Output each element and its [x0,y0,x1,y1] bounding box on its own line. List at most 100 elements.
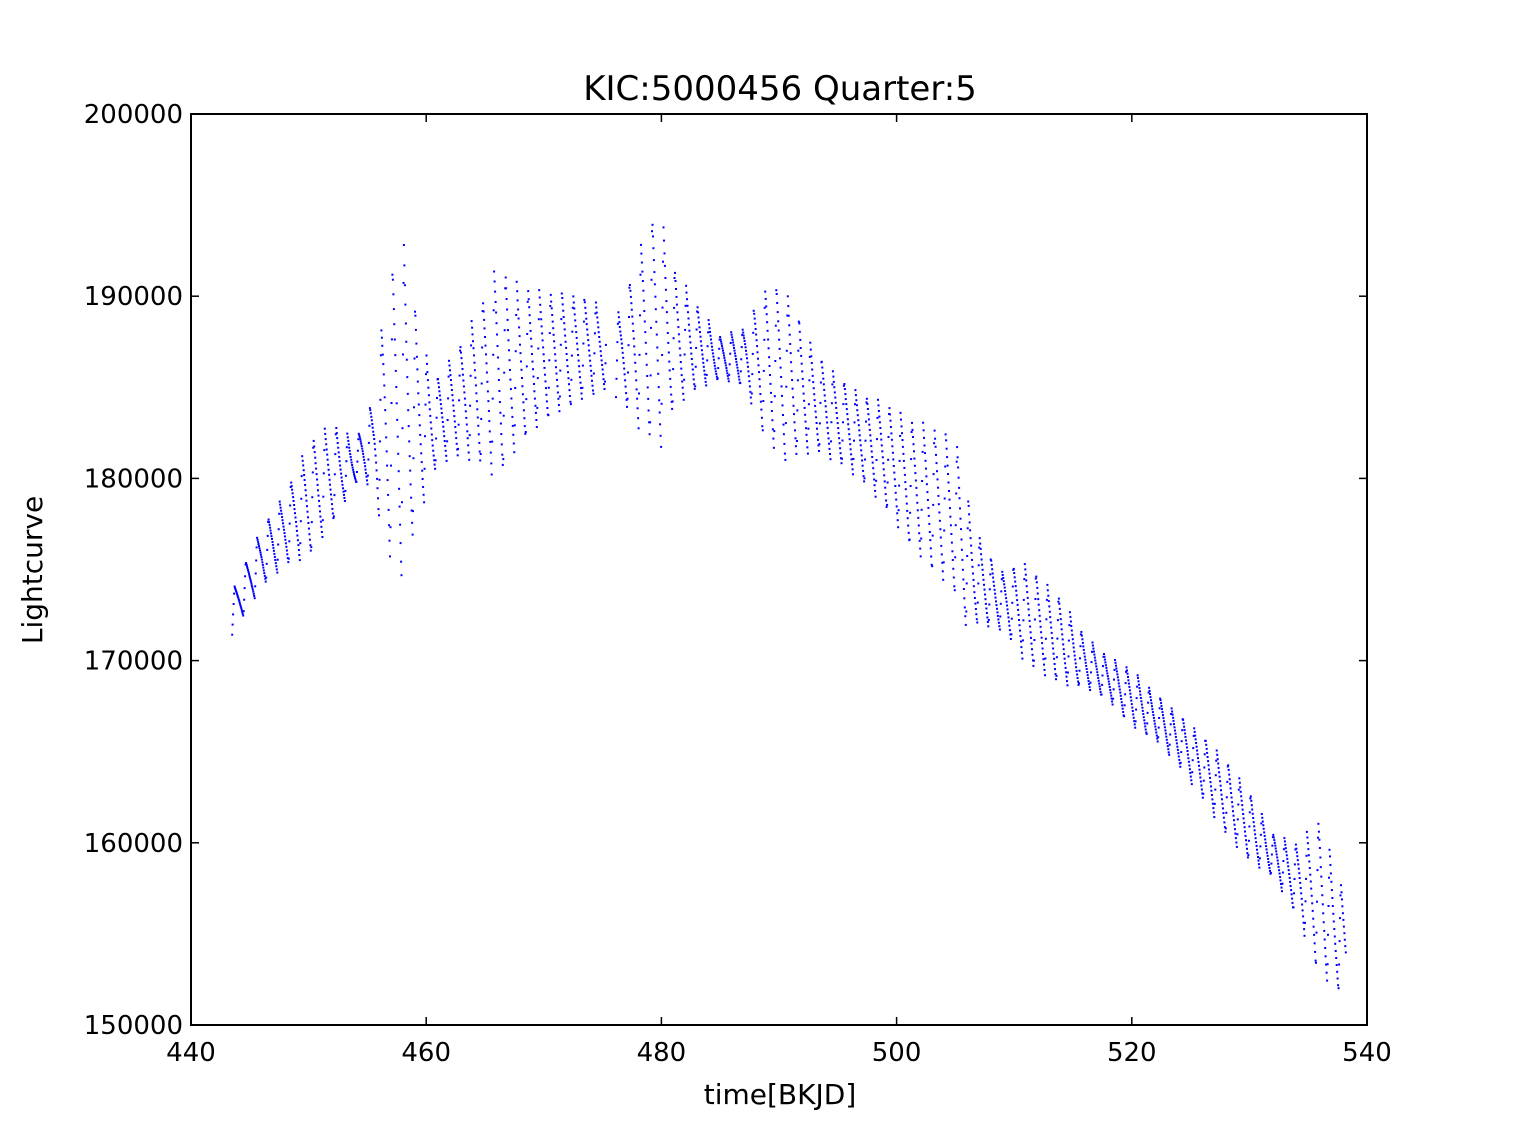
data-point [692,378,695,381]
data-point [1149,696,1152,699]
data-point [356,449,359,452]
data-point [441,421,444,423]
data-point [551,320,554,323]
data-point [270,532,272,535]
data-point [1262,824,1265,827]
data-point [371,423,374,425]
data-point [1243,826,1246,829]
data-point [713,361,716,364]
data-point [863,477,866,480]
data-point [1075,669,1078,672]
data-point [1314,950,1317,953]
data-point [841,439,844,442]
data-point [443,440,446,442]
data-point [457,423,460,426]
data-point [393,338,396,341]
data-point [648,433,651,436]
data-point [1242,817,1245,820]
data-point [963,597,966,600]
data-point [533,397,536,400]
data-point [1157,726,1160,729]
data-point [1034,577,1037,580]
data-point [715,373,718,375]
data-point [556,378,558,381]
data-point [1177,752,1180,755]
data-point [1026,591,1029,594]
data-point [502,458,505,461]
data-point [467,451,470,454]
data-point [996,614,999,617]
data-point [797,320,800,323]
data-point [857,424,860,427]
data-point [787,305,790,308]
data-point [465,416,468,419]
data-point [413,357,416,360]
data-point [1053,657,1056,660]
data-point [1331,897,1334,899]
data-point [1039,625,1042,628]
data-point [644,341,647,344]
data-point [470,344,473,347]
data-point [480,382,483,385]
data-point [1031,653,1034,656]
data-point [1234,828,1236,831]
data-point [1074,658,1077,661]
data-point [506,308,509,311]
data-point [345,446,348,449]
data-point [238,602,241,605]
data-point [1340,884,1342,887]
data-point [852,457,855,460]
data-point [758,385,761,388]
data-point [766,321,769,324]
data-point [1291,901,1294,904]
data-point [1108,686,1111,688]
data-point [760,408,763,411]
data-point [920,508,923,511]
data-point [617,311,620,314]
data-point [592,392,595,395]
data-point [604,380,606,383]
data-point [952,567,955,570]
data-point [557,397,560,400]
data-point [269,529,272,532]
data-point [929,547,932,550]
data-point [1209,781,1212,784]
data-point [694,385,697,388]
data-point [907,531,910,534]
data-point [691,363,694,366]
data-point [281,519,284,522]
data-point [297,544,300,547]
data-point [273,555,276,558]
data-point [267,518,270,521]
data-point [532,368,534,371]
data-point [1233,819,1235,822]
data-point [1147,691,1150,694]
data-point [496,345,499,347]
data-point [881,456,884,459]
data-point [535,426,538,428]
data-point [1321,903,1324,906]
data-point [1266,854,1269,857]
data-point [913,450,915,453]
data-point [1235,845,1238,848]
data-point [1327,933,1329,936]
data-point [439,398,442,401]
data-point [946,456,949,459]
data-point [782,433,785,436]
data-point [1004,590,1007,592]
data-point [369,409,372,412]
data-point [1304,921,1306,924]
data-point [1045,598,1048,601]
data-point [322,472,325,475]
data-point [880,444,883,447]
data-point [1189,775,1192,778]
data-point [1238,777,1241,780]
data-point [329,483,331,486]
data-point [388,539,391,542]
data-point [360,442,363,445]
data-point [849,443,852,446]
data-point [1206,756,1209,758]
data-point [1039,620,1042,623]
data-point [1303,934,1306,937]
data-point [778,347,781,350]
